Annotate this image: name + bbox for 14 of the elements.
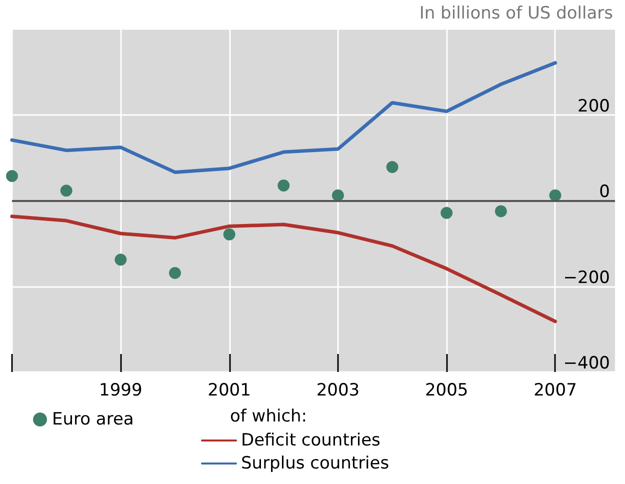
x-tick-label: 2003 (316, 380, 360, 400)
text: of which: (230, 406, 308, 426)
legend-label: Surplus countries (241, 454, 390, 474)
y-tick-label: 0 (599, 182, 610, 202)
y-tick-label: 200 (578, 96, 610, 116)
x-tick-label: 2005 (424, 380, 468, 400)
y-axis-title: In billions of US dollars (419, 4, 614, 24)
x-tick-label: 2007 (534, 380, 577, 400)
y-tick-label: −400 (563, 354, 610, 374)
x-tick-label: 2001 (208, 380, 251, 400)
x-tick-label: 1999 (99, 380, 142, 400)
y-tick-label: −200 (563, 268, 610, 288)
legend-label: Deficit countries (241, 430, 381, 450)
legend-label: Euro area (52, 410, 134, 430)
